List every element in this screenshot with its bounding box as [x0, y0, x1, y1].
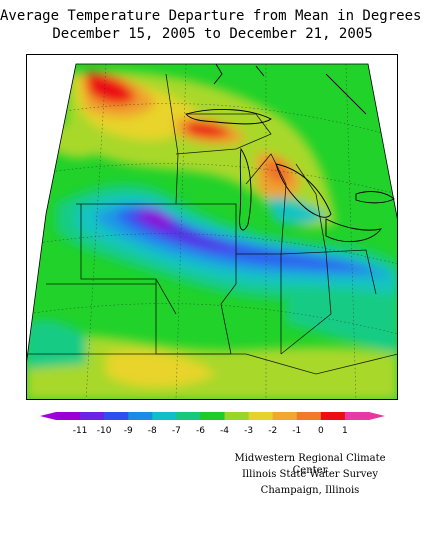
legend-label: 0 — [317, 426, 324, 436]
temperature-departure-map — [26, 54, 398, 400]
legend-label: -10 — [96, 426, 112, 436]
map-title-line1: Average Temperature Departure from Mean … — [0, 8, 425, 24]
legend-swatch — [80, 412, 105, 420]
latitude-longitude-grid — [26, 64, 398, 400]
legend-label: -2 — [268, 426, 278, 436]
legend-label: -8 — [147, 426, 157, 436]
legend-label: -4 — [220, 426, 230, 436]
legend-swatch — [344, 412, 370, 420]
legend-swatch — [104, 412, 129, 420]
legend-label: -11 — [72, 426, 88, 436]
legend-label: -7 — [171, 426, 181, 436]
legend-swatch — [272, 412, 298, 420]
credit-line3: Champaign, Illinois — [260, 485, 360, 496]
legend-swatch — [152, 412, 177, 420]
legend-label: -6 — [195, 426, 205, 436]
color-legend — [40, 412, 385, 420]
credit-line1: Midwestern Regional Climate Center — [234, 453, 386, 476]
legend-swatch — [224, 412, 250, 420]
legend-swatch — [248, 412, 274, 420]
great-lakes-outline — [185, 63, 395, 242]
legend-low-arrow — [40, 412, 56, 420]
map-title-line2: December 15, 2005 to December 21, 2005 — [52, 26, 373, 42]
legend-swatch — [128, 412, 153, 420]
credit-line2: Illinois State Water Survey — [241, 469, 378, 480]
legend-swatch — [320, 412, 346, 420]
legend-swatch — [56, 412, 81, 420]
legend-labels: -11 -10 -9 -8 -7 -6 -4 -3 -2 -1 0 1 — [0, 426, 425, 440]
legend-label: 1 — [342, 426, 348, 436]
legend-label: -3 — [244, 426, 254, 436]
legend-swatch — [296, 412, 322, 420]
legend-swatch — [200, 412, 226, 420]
temperature-field — [26, 64, 398, 400]
legend-label: -9 — [123, 426, 133, 436]
legend-swatch — [176, 412, 201, 420]
legend-high-arrow — [369, 412, 385, 420]
state-boundaries — [26, 73, 398, 375]
legend-label: -1 — [292, 426, 302, 436]
